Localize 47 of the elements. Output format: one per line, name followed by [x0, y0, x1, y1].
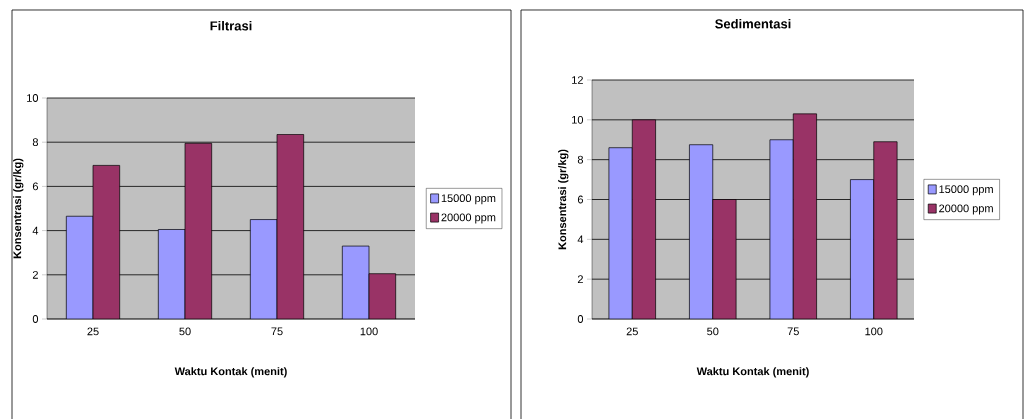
bar [93, 165, 120, 319]
bar [66, 216, 93, 319]
y-tick-label: 4 [32, 226, 39, 235]
bar [277, 134, 304, 319]
bar [341, 245, 370, 319]
bar [632, 119, 656, 319]
bar [689, 144, 713, 319]
legend-label: 20000 ppm [441, 213, 496, 224]
x-tick-label: 25 [626, 327, 638, 336]
bar [185, 143, 212, 319]
bar [158, 229, 185, 319]
bar [850, 179, 875, 319]
x-tick-label: 50 [707, 327, 719, 336]
y-tick-label: 0 [577, 315, 584, 323]
y-tick-label: 12 [572, 76, 583, 84]
legend-label: 15000 ppm [939, 185, 993, 196]
bar [368, 273, 397, 319]
chart-title: Filtrasi [210, 20, 252, 31]
bar [873, 141, 898, 319]
bar [712, 199, 737, 319]
x-tick-label: 25 [87, 327, 99, 336]
x-tick-label: 75 [787, 327, 799, 336]
legend-label: 15000 ppm [441, 194, 496, 205]
x-tick-label: 50 [179, 327, 191, 336]
bar [250, 219, 277, 319]
y-tick-label: 6 [32, 182, 38, 191]
bar [769, 139, 794, 319]
y-tick-label: 10 [27, 94, 39, 102]
y-tick-label: 2 [32, 270, 38, 279]
x-axis-title: Waktu Kontak (menit) [696, 367, 809, 378]
x-tick-label: 100 [865, 327, 883, 336]
bar [608, 147, 633, 319]
x-axis-title: Waktu Kontak (menit) [174, 367, 287, 378]
chart-title: Sedimentasi [715, 18, 791, 29]
y-tick-label: 10 [572, 115, 584, 124]
y-tick-label: 4 [577, 235, 584, 244]
legend-label: 20000 ppm [939, 204, 993, 215]
y-tick-label: 0 [32, 315, 39, 323]
y-tick-label: 8 [577, 155, 584, 164]
y-tick-label: 2 [577, 275, 583, 284]
y-tick-label: 8 [32, 138, 38, 147]
bar [793, 113, 817, 319]
x-tick-label: 100 [360, 327, 378, 336]
y-axis-title: Konsentrasi (gr/kg) [13, 158, 24, 259]
x-tick-label: 75 [271, 327, 283, 336]
y-axis-title: Konsentrasi (gr/kg) [558, 149, 569, 250]
y-tick-label: 6 [577, 195, 584, 204]
